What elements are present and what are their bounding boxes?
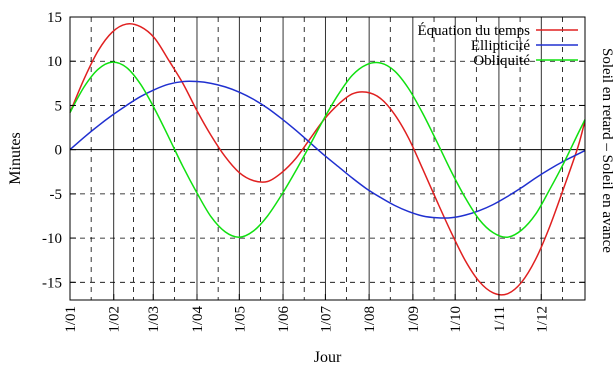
series-lines xyxy=(69,23,586,296)
y-ticks: 15 10 5 0 -5 -10 -15 xyxy=(42,10,585,291)
x-tick-label: 1/03 xyxy=(146,306,162,333)
x-axis-label: Jour xyxy=(314,349,342,366)
legend-label-3: Obliquité xyxy=(473,53,530,69)
y-tick-label: 5 xyxy=(55,98,63,114)
legend-label-1: Équation du temps xyxy=(418,22,531,39)
x-tick-label: 1/08 xyxy=(362,306,378,333)
y-axis-label: Minutes xyxy=(7,132,24,184)
legend-label-2: Ellipticité xyxy=(471,38,530,54)
y-tick-label: 10 xyxy=(47,54,62,70)
right-axis-label: Soleil en retard – Soleil en avance xyxy=(599,48,613,253)
x-tick-label: 1/12 xyxy=(534,306,550,333)
x-tick-label: 1/06 xyxy=(276,306,292,333)
x-tick-label: 1/01 xyxy=(63,306,79,333)
y-tick-label: 15 xyxy=(47,10,62,26)
x-tick-label: 1/07 xyxy=(318,306,334,333)
x-tick-label: 1/10 xyxy=(448,306,464,333)
y-tick-label: 0 xyxy=(55,143,63,159)
x-ticks: 1/01 1/02 1/03 1/04 1/05 1/06 1/07 1/08 1/09 1/10… xyxy=(63,294,550,333)
series-line-3 xyxy=(69,61,586,239)
x-tick-label: 1/04 xyxy=(190,306,206,333)
grid xyxy=(70,16,585,300)
x-tick-label: 1/02 xyxy=(107,306,123,333)
x-tick-label: 1/09 xyxy=(406,306,422,333)
x-tick-label: 1/05 xyxy=(232,306,248,333)
y-tick-label: -5 xyxy=(50,187,63,203)
x-tick-label: 1/11 xyxy=(492,306,508,332)
plot-frame xyxy=(69,16,586,301)
series-line-2 xyxy=(69,80,586,219)
series-line-1 xyxy=(69,23,586,296)
y-tick-label: -10 xyxy=(42,231,62,247)
y-tick-label: -15 xyxy=(42,275,62,291)
